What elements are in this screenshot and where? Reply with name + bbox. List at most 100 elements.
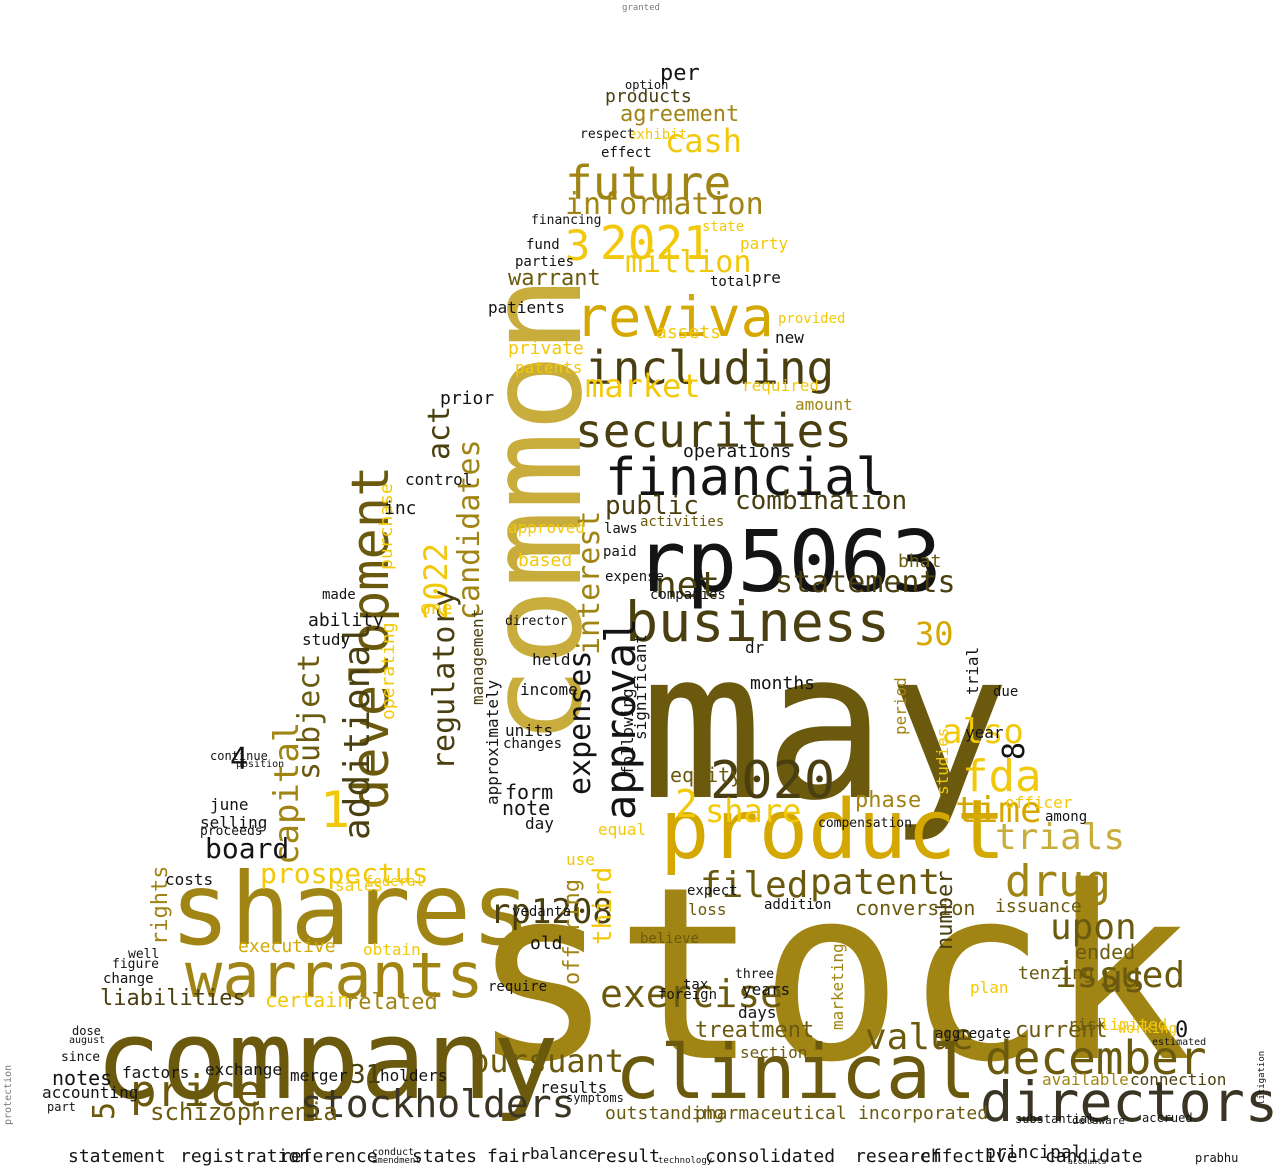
word-certain: certain [265,988,350,1012]
word-time: time [955,790,1042,831]
word-offering: offering [560,879,585,985]
word-trial: trial [963,646,982,695]
word-patients: patients [488,298,566,317]
word-act: act [422,405,457,460]
word-result: result [595,1146,661,1167]
word-3: 3 [565,221,591,270]
word-prabhu: prabhu [1195,1151,1239,1165]
word-prospectus: prospectus [260,857,429,890]
word-june: june [210,795,249,814]
word-months: months [750,673,816,694]
word-public: public [605,491,699,521]
word-securities: securities [575,404,852,458]
word-tax: tax [683,977,709,993]
word-provided: provided [778,311,846,327]
word-related: related [345,990,438,1015]
word-statements: statements [775,565,956,600]
word-state: state [702,219,745,235]
word-days: days [738,1003,777,1022]
word-technology: technology [658,1156,713,1166]
word-million: million [625,245,752,280]
word-future: future [565,156,732,210]
word-expense: expense [605,569,665,585]
word-combination: combination [735,486,908,516]
word-equal: equal [598,820,647,839]
word-pre: pre [752,268,781,287]
word-old: old [530,933,563,954]
word-notes: notes [52,1066,113,1090]
word-may: may [640,608,1011,846]
word-statement: statement [68,1146,166,1167]
word-december: december [985,1031,1207,1085]
word-number: number [933,870,958,950]
word-2: 2 [675,782,698,826]
word-marketing: marketing [828,943,847,1030]
word-rp5063: rp5063 [635,513,943,612]
word-business: business [625,590,890,654]
word-30: 30 [915,615,954,653]
word-expenses: expenses [563,650,598,796]
word-31: 31 [350,1060,382,1090]
word-granted: granted [622,3,660,13]
word-2020: 2020 [710,751,836,811]
word-connection: connection [1130,1070,1227,1089]
word-information: information [565,187,764,222]
word-section: section [740,1043,808,1062]
word-changes: changes [503,736,563,752]
word-cash: cash [665,122,743,160]
word-states: states [412,1146,478,1167]
word-bhat: bhat [898,551,942,572]
word-consolidated: consolidated [705,1146,836,1167]
word-tenzing: tenzing [1018,963,1094,984]
word-fair: fair [487,1146,531,1167]
word-third: third [588,866,618,945]
word-year: year [965,723,1004,742]
word-also: also [942,712,1024,752]
word-activities: activities [640,514,725,530]
word-balance: balance [530,1144,598,1163]
word-operations: operations [683,441,792,462]
word-available: available [1042,1070,1129,1089]
word-risk: risk [1068,1015,1107,1034]
word-company: company [95,996,559,1124]
word-foreign: foreign [658,987,718,1003]
word-pharmaceutical: pharmaceutical [695,1103,847,1124]
word-exhibit: exhibit [628,127,688,143]
word-option: option [625,78,669,92]
word-inc: inc [384,498,417,519]
word-us: us [1100,957,1146,1001]
word-part: part [47,1100,76,1114]
word-issuance: issuance [995,896,1082,917]
word-pursuant: pursuant [470,1042,625,1080]
word-per: per [660,61,700,86]
word-price: price [130,1066,263,1117]
word-aggregate: aggregate [935,1026,1011,1042]
word-following: following [618,688,637,775]
word-value: value [865,1017,974,1058]
word-merger: merger [290,1066,348,1085]
word-filed: filed [700,865,809,906]
word-believe: believe [640,931,700,947]
word-litigation: litigation [1257,1050,1267,1105]
word-liabilities: liabilities [100,986,246,1011]
word-expect: expect [687,883,738,899]
word-net: net [655,565,721,606]
word-ended: ended [1075,940,1136,964]
word-party: party [740,234,789,253]
word-among: among [1045,809,1088,825]
word-prior: prior [440,388,495,409]
word-warrants: warrants [185,939,484,1012]
word-costs: costs [165,870,214,889]
word-product: product [660,783,1006,878]
word-new: new [775,328,804,347]
word-financial: financial [605,448,887,508]
word-private: private [508,338,584,359]
word-products: products [605,86,692,107]
word-compensation: compensation [818,816,912,831]
word-units: units [505,721,554,740]
word-accounts: accounts [1068,1157,1107,1166]
word-exercise: exercise [600,972,784,1016]
word-years: years [742,980,791,999]
word-holders: holders [380,1066,448,1085]
